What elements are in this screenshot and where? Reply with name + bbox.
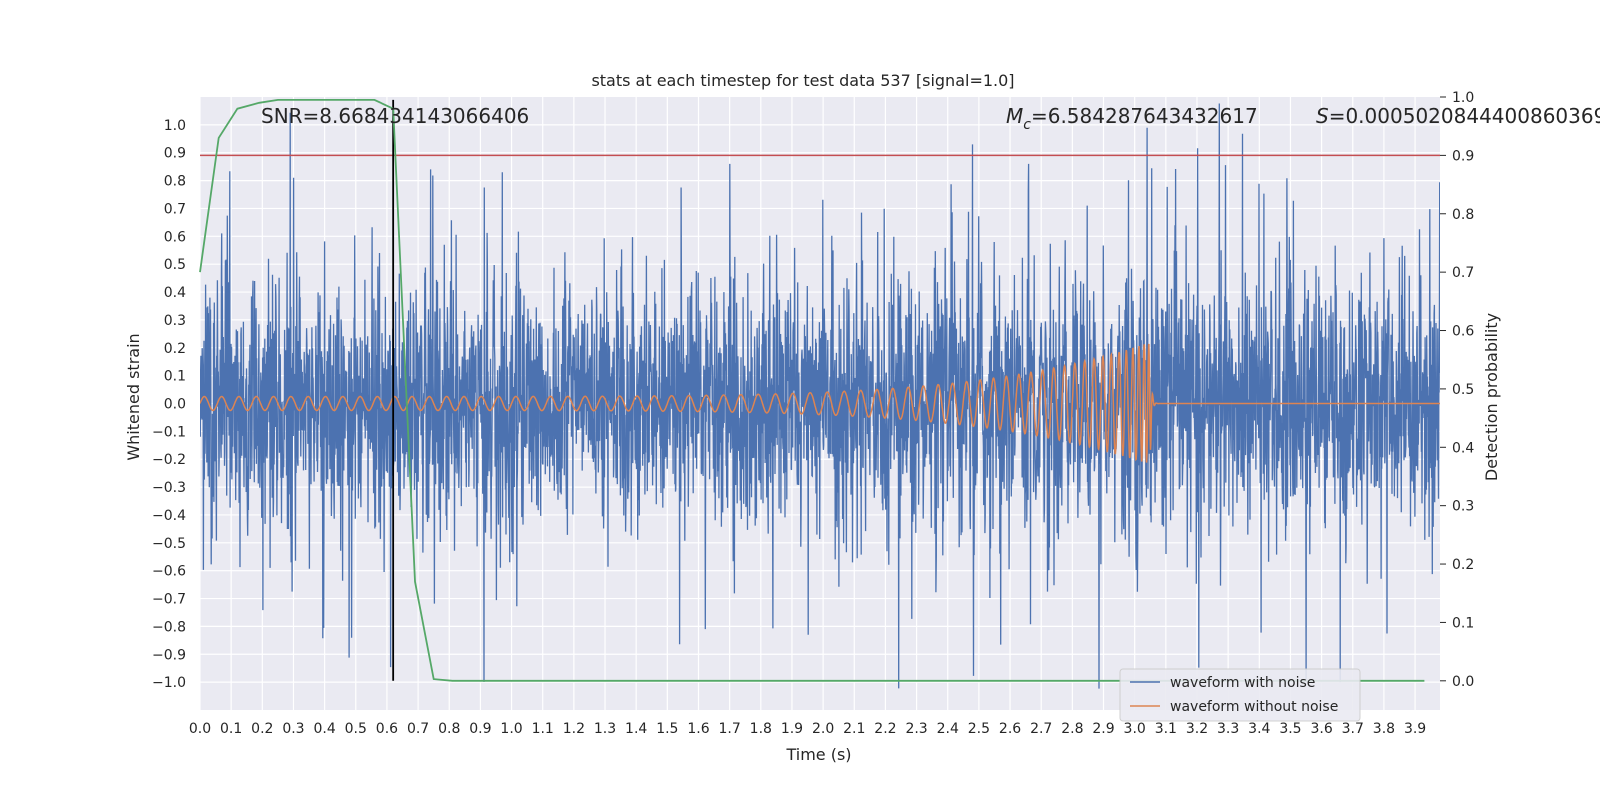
x-tick-label: 3.6 [1310, 721, 1332, 737]
y-tick-label: 0.2 [164, 341, 186, 357]
x-tick-label: 2.2 [874, 721, 896, 737]
y-tick-label: −0.6 [152, 564, 186, 580]
x-tick-label: 2.1 [843, 721, 865, 737]
y-tick-label: −0.9 [152, 647, 186, 663]
y-right-tick-label: 0.4 [1452, 440, 1474, 456]
x-tick-label: 0.6 [376, 721, 398, 737]
x-tick-label: 2.9 [1092, 721, 1114, 737]
x-tick-label: 3.0 [1124, 721, 1146, 737]
x-tick-label: 1.7 [719, 721, 741, 737]
snr-annotation: SNR=8.668434143066406 [261, 104, 529, 128]
x-tick-label: 3.8 [1373, 721, 1395, 737]
y-axis-label: Whitened strain [124, 333, 143, 460]
y-tick-label: −0.5 [152, 536, 186, 552]
x-tick-label: 2.3 [905, 721, 927, 737]
x-tick-label: 1.4 [625, 721, 647, 737]
legend: waveform with noise waveform without noi… [1119, 668, 1361, 722]
y-tick-label: −0.2 [152, 452, 186, 468]
legend-label-noise: waveform with noise [1170, 675, 1315, 691]
y-tick-label: 0.1 [164, 369, 186, 385]
y-tick-label: −0.1 [152, 424, 186, 440]
chirp-mass-symbol: M [1006, 104, 1023, 128]
s-annotation: S=0.0005020844400860369 [1316, 104, 1600, 128]
chart-title: stats at each timestep for test data 537… [591, 71, 1014, 90]
y-right-tick-label: 0.8 [1452, 207, 1474, 223]
x-tick-label: 1.6 [687, 721, 709, 737]
x-axis-label: Time (s) [785, 745, 851, 764]
y-right-tick-label: 0.5 [1452, 382, 1474, 398]
x-tick-label: 2.6 [999, 721, 1021, 737]
y-tick-label: 0.3 [164, 313, 186, 329]
y-tick-label: −0.8 [152, 619, 186, 635]
x-tick-label: 2.5 [968, 721, 990, 737]
x-tick-label: 1.5 [656, 721, 678, 737]
y-right-tick-label: 0.2 [1452, 557, 1474, 573]
x-tick-label: 3.5 [1279, 721, 1301, 737]
x-tick-label: 1.8 [750, 721, 772, 737]
x-tick-label: 1.3 [594, 721, 616, 737]
y-right-tick-label: 0.3 [1452, 499, 1474, 515]
x-tick-label: 1.0 [500, 721, 522, 737]
x-tick-label: 0.0 [189, 721, 211, 737]
x-tick-label: 0.3 [282, 721, 304, 737]
x-tick-label: 1.1 [532, 721, 554, 737]
y-right-axis-label: Detection probability [1482, 313, 1501, 481]
chirp-mass-subscript: c [1023, 117, 1031, 133]
series-waveform-with-noise [200, 103, 1440, 689]
x-tick-label: 0.1 [220, 721, 242, 737]
x-tick-label: 2.4 [937, 721, 959, 737]
y-right-tick-label: 0.7 [1452, 265, 1474, 281]
x-tick-label: 0.7 [407, 721, 429, 737]
y-tick-label: −0.3 [152, 480, 186, 496]
x-tick-label: 0.8 [438, 721, 460, 737]
chirp-mass-value: =6.584287643432617 [1031, 104, 1258, 128]
legend-box [1119, 668, 1361, 722]
y-tick-label: −0.4 [152, 508, 186, 524]
x-tick-label: 2.7 [1030, 721, 1052, 737]
y-tick-label: 0.4 [164, 285, 186, 301]
x-tick-label: 3.9 [1404, 721, 1426, 737]
y-tick-label: 0.8 [164, 174, 186, 190]
probability-line [199, 99, 1425, 682]
x-tick-label: 3.3 [1217, 721, 1239, 737]
y-tick-label: 1.0 [164, 118, 186, 134]
x-tick-label: 1.2 [563, 721, 585, 737]
x-axis-ticks: 0.0 0.1 0.2 0.3 0.4 0.5 0.6 0.7 0.8 0.9 1.0 1.1 1.2 1… [189, 721, 1426, 737]
x-tick-label: 3.4 [1248, 721, 1270, 737]
s-value: =0.0005020844400860369 [1329, 104, 1600, 128]
y-tick-label: −0.7 [152, 592, 186, 608]
x-tick-label: 3.2 [1186, 721, 1208, 737]
y-right-tick-label: 1.0 [1452, 90, 1474, 106]
y-right-tick-label: 0.0 [1452, 674, 1474, 690]
x-tick-label: 3.1 [1155, 721, 1177, 737]
x-tick-label: 1.9 [781, 721, 803, 737]
series-detection-probability [199, 99, 1425, 682]
y-tick-label: 0.5 [164, 257, 186, 273]
y-right-axis-ticks: 1.0 0.9 0.8 0.7 0.6 0.5 0.4 0.3 0.2 0.1 0.0 [1440, 90, 1474, 690]
x-tick-label: 2.8 [1061, 721, 1083, 737]
x-tick-label: 0.4 [313, 721, 335, 737]
y-axis-ticks: 1.0 0.9 0.8 0.7 0.6 0.5 0.4 0.3 0.2 0.1 0.0 −0.1 −0.… [152, 118, 186, 691]
x-tick-label: 0.2 [251, 721, 273, 737]
y-right-tick-label: 0.9 [1452, 148, 1474, 164]
x-tick-label: 2.0 [812, 721, 834, 737]
y-tick-label: 0.6 [164, 229, 186, 245]
y-right-tick-label: 0.6 [1452, 324, 1474, 340]
x-tick-label: 3.7 [1342, 721, 1364, 737]
s-symbol: S [1316, 104, 1329, 128]
x-tick-label: 0.5 [345, 721, 367, 737]
y-tick-label: 0.9 [164, 146, 186, 162]
y-right-tick-label: 0.1 [1452, 615, 1474, 631]
chirp-mass-annotation: Mc=6.584287643432617 [1006, 104, 1258, 133]
y-tick-label: −1.0 [152, 675, 186, 691]
legend-label-clean: waveform without noise [1170, 699, 1338, 715]
x-tick-label: 0.9 [469, 721, 491, 737]
noise-line [200, 103, 1440, 689]
y-tick-label: 0.0 [164, 397, 186, 413]
y-tick-label: 0.7 [164, 201, 186, 217]
